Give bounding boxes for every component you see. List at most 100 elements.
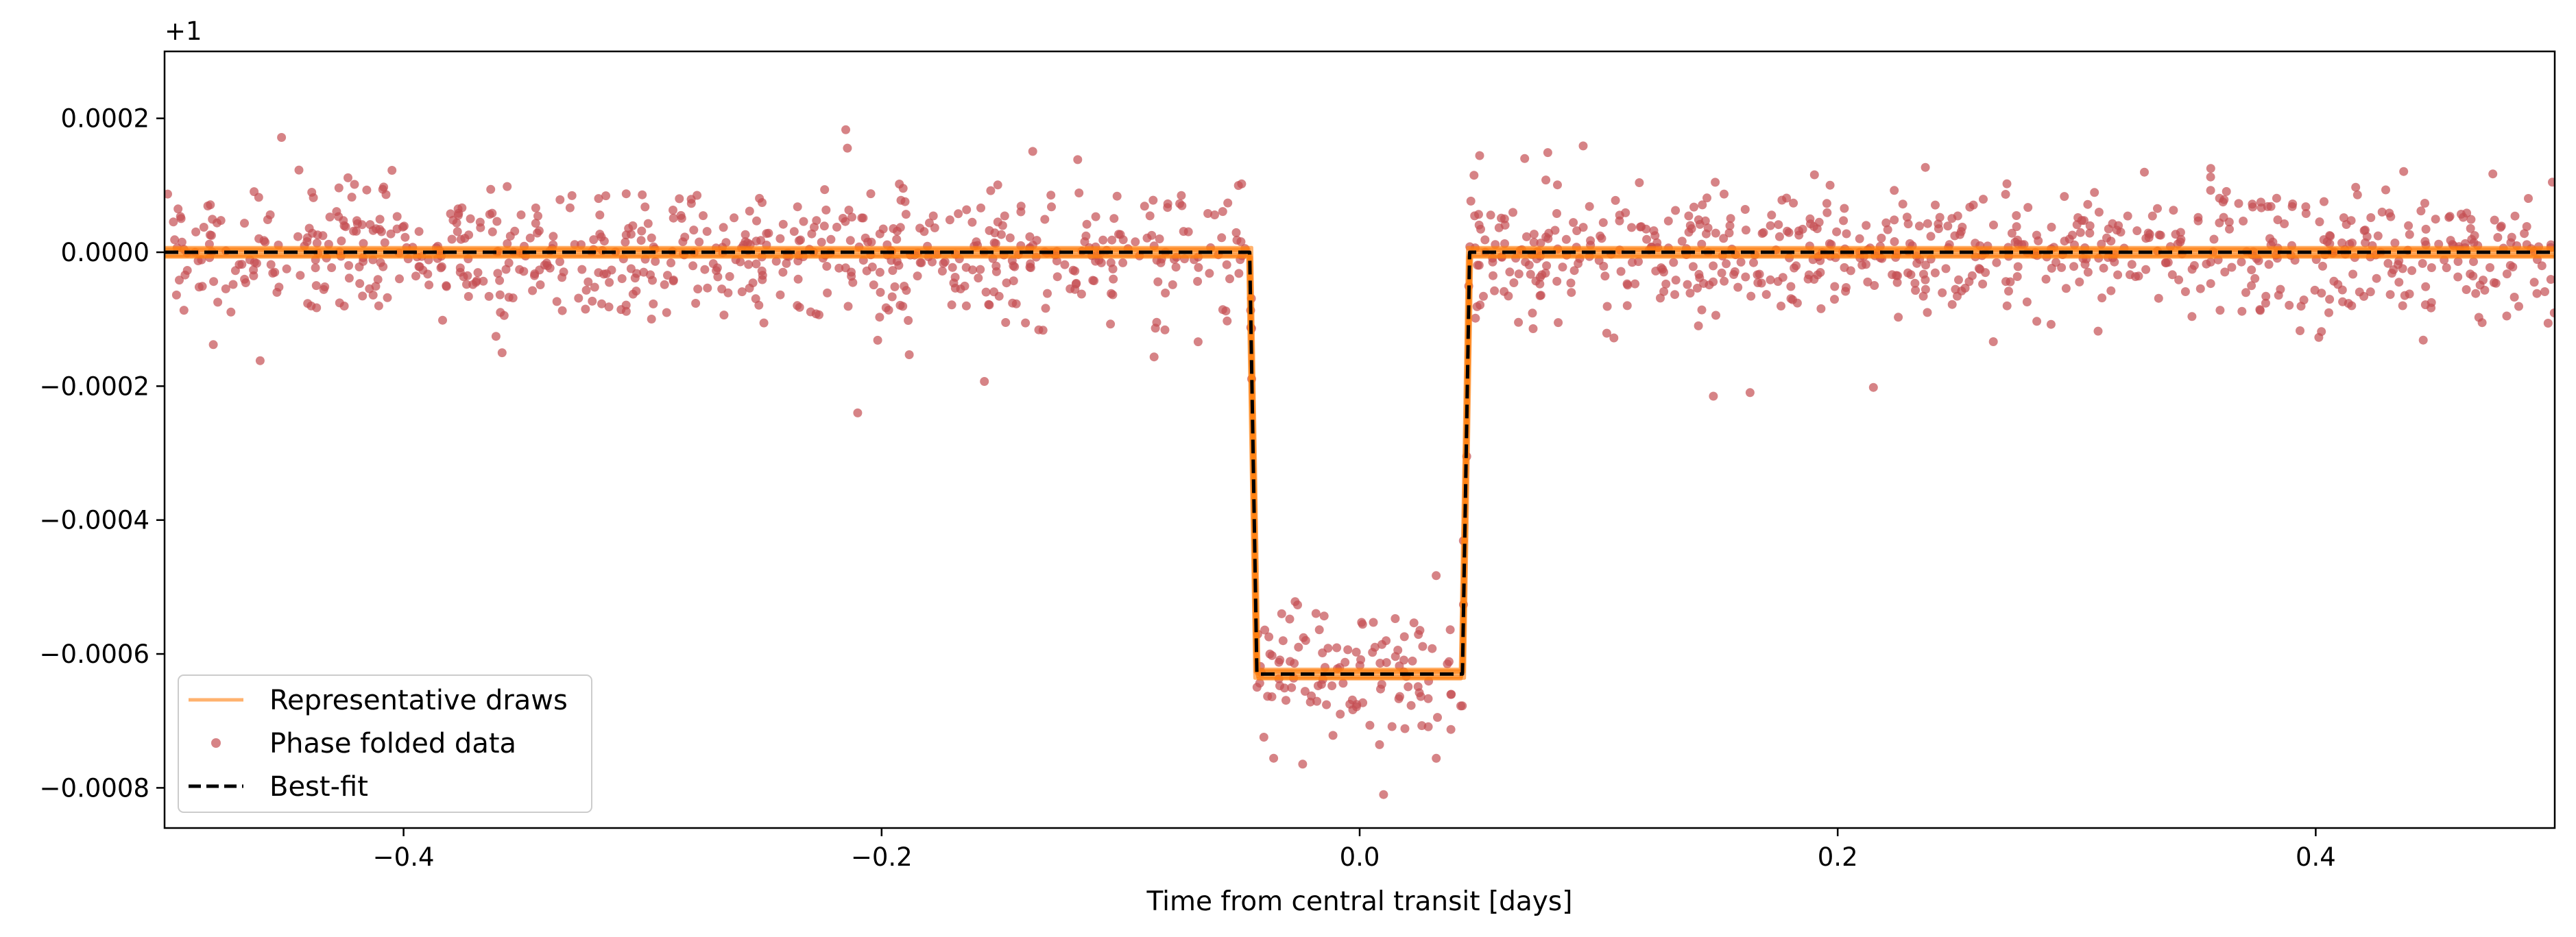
data-point — [583, 277, 593, 287]
data-point — [1497, 213, 1506, 223]
data-point — [858, 213, 868, 223]
data-point — [2322, 237, 2332, 246]
data-point — [2241, 288, 2250, 297]
data-point — [2471, 289, 2481, 298]
data-point — [601, 191, 611, 201]
data-point — [1500, 287, 1509, 296]
data-point — [2206, 186, 2215, 195]
data-point — [1479, 291, 1488, 301]
data-point — [531, 219, 540, 228]
data-point — [335, 298, 344, 308]
data-point — [2022, 297, 2032, 306]
data-point — [1720, 189, 1729, 199]
data-point — [171, 290, 181, 300]
data-point — [730, 213, 739, 223]
data-point — [2373, 231, 2383, 241]
data-point — [2446, 236, 2455, 245]
data-point — [1514, 317, 1524, 327]
data-point — [491, 332, 501, 341]
data-point — [2206, 164, 2215, 173]
y-tick-label: 0.0002 — [61, 104, 149, 134]
data-point — [2509, 293, 2519, 302]
data-point — [400, 232, 410, 242]
data-point — [1741, 226, 1750, 235]
data-point — [648, 276, 657, 285]
legend-label-representative-draws: Representative draws — [269, 685, 568, 716]
data-point — [669, 213, 678, 223]
data-point — [2248, 202, 2257, 212]
data-point — [1903, 219, 1913, 229]
data-point — [2140, 167, 2149, 177]
data-point — [2288, 199, 2298, 208]
data-point — [1543, 148, 1552, 158]
data-point — [1642, 234, 1652, 244]
data-point — [2537, 261, 2547, 271]
data-point — [1921, 162, 1930, 172]
data-point — [1902, 212, 1912, 222]
data-point — [2057, 263, 2067, 272]
data-point — [1131, 237, 1140, 247]
data-point — [680, 232, 690, 242]
data-point — [1717, 268, 1726, 278]
data-point — [980, 377, 989, 386]
data-point — [1193, 277, 1203, 286]
data-point — [2220, 267, 2230, 277]
data-point — [1757, 229, 1767, 238]
data-point — [1076, 289, 1086, 299]
data-point — [2156, 230, 2165, 240]
data-point — [844, 206, 854, 215]
representative-draw-line — [165, 253, 2555, 679]
representative-draw-line — [165, 247, 2555, 672]
data-point — [1622, 301, 1632, 311]
data-point — [1091, 212, 1100, 221]
data-point — [311, 281, 321, 291]
data-point — [2418, 335, 2428, 345]
data-point — [2090, 188, 2099, 197]
data-point — [754, 300, 764, 310]
data-point — [1153, 277, 1163, 287]
data-point — [175, 276, 184, 285]
data-point — [1082, 219, 1092, 229]
data-point — [2264, 260, 2274, 269]
data-point — [1286, 657, 1295, 666]
data-point — [1670, 290, 1680, 300]
data-point — [173, 204, 183, 214]
data-point — [1857, 260, 1867, 270]
data-point — [794, 236, 804, 245]
data-point — [1294, 642, 1303, 652]
data-point — [793, 274, 803, 284]
data-point — [1500, 221, 1510, 230]
data-point — [1090, 276, 1099, 286]
data-point — [1602, 328, 1611, 338]
data-point — [454, 208, 464, 218]
data-point — [2427, 263, 2436, 272]
data-point — [1661, 279, 1671, 289]
data-point — [2256, 306, 2265, 315]
data-point — [1469, 171, 1479, 180]
data-point — [2047, 222, 2056, 232]
data-point — [1193, 337, 1203, 347]
data-point — [693, 284, 703, 294]
data-point — [1274, 657, 1284, 667]
data-point — [312, 303, 322, 313]
data-point — [1445, 625, 1455, 635]
data-point — [621, 189, 631, 199]
data-point — [2013, 262, 2023, 271]
data-point — [888, 266, 898, 276]
data-point — [1524, 260, 1534, 270]
data-point — [2390, 239, 2400, 247]
data-point — [209, 277, 219, 287]
data-point — [1418, 642, 1428, 651]
data-point — [414, 227, 424, 236]
data-point — [843, 302, 853, 311]
data-point — [495, 276, 505, 285]
data-point — [1473, 260, 1482, 270]
data-point — [2469, 257, 2478, 267]
data-point — [806, 307, 815, 317]
x-tick-label: 0.0 — [1340, 842, 1380, 872]
data-point — [358, 291, 368, 301]
data-point — [249, 271, 258, 280]
data-point — [459, 272, 468, 282]
data-point — [1218, 207, 1227, 217]
data-point — [475, 217, 485, 227]
